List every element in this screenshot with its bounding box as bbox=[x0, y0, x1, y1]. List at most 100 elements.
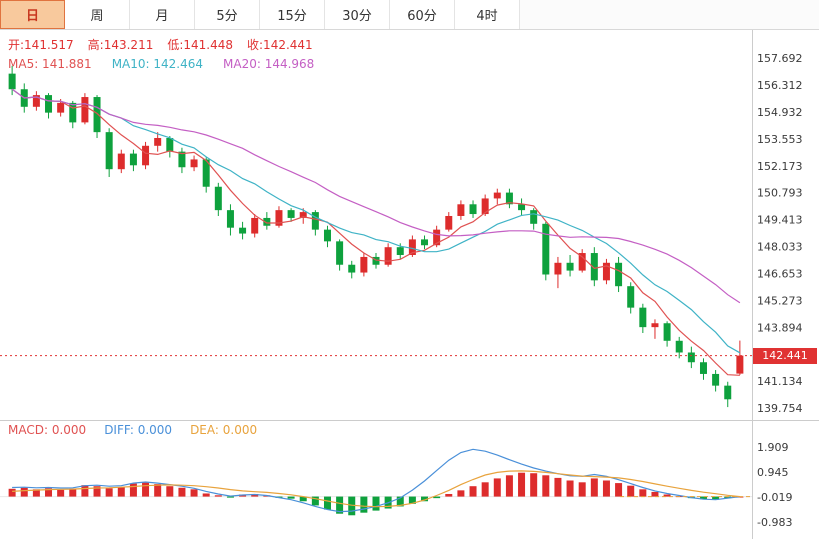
tab-month[interactable]: 月 bbox=[130, 0, 195, 29]
macd-bar bbox=[154, 484, 162, 497]
macd-tick-label: -0.019 bbox=[757, 491, 792, 504]
candle-body bbox=[275, 210, 283, 226]
macd-bar bbox=[627, 485, 635, 497]
candle-body bbox=[190, 159, 198, 168]
macd-histogram bbox=[8, 472, 744, 516]
low-value: 低:141.448 bbox=[167, 38, 234, 52]
candle-body bbox=[590, 253, 598, 281]
macd-value: MACD: 0.000 bbox=[8, 423, 87, 437]
macd-bar bbox=[493, 478, 501, 497]
macd-bar bbox=[117, 487, 125, 497]
macd-bar bbox=[299, 496, 307, 502]
candle-body bbox=[32, 95, 40, 107]
candle-body bbox=[57, 102, 65, 113]
macd-bar bbox=[396, 496, 404, 507]
candle-body bbox=[469, 204, 477, 215]
macd-bar bbox=[32, 489, 40, 497]
candle-body bbox=[336, 241, 344, 265]
tab-week[interactable]: 周 bbox=[65, 0, 130, 29]
candle-body bbox=[615, 262, 623, 287]
price-axis: 157.692 156.312 154.932 153.553 152.173 150.7… bbox=[757, 52, 803, 415]
candle-body bbox=[602, 262, 610, 281]
macd-bar bbox=[457, 490, 465, 497]
price-tick-label: 149.413 bbox=[757, 214, 803, 227]
tab-15min[interactable]: 15分 bbox=[260, 0, 325, 29]
macd-bar bbox=[226, 496, 234, 498]
tab-60min[interactable]: 60分 bbox=[390, 0, 455, 29]
candle-body bbox=[421, 239, 429, 246]
candle-body bbox=[663, 323, 671, 341]
macd-bar bbox=[481, 482, 489, 497]
price-tick-label: 141.134 bbox=[757, 375, 803, 388]
tab-5min[interactable]: 5分 bbox=[195, 0, 260, 29]
macd-bar bbox=[445, 493, 453, 497]
candle-body bbox=[457, 204, 465, 216]
candle-body bbox=[81, 97, 89, 123]
macd-bar bbox=[421, 496, 429, 502]
candle-body bbox=[69, 102, 77, 123]
tab-30min[interactable]: 30分 bbox=[325, 0, 390, 29]
candle-body bbox=[287, 210, 295, 218]
candle-body bbox=[578, 253, 586, 271]
macd-bar bbox=[69, 488, 77, 497]
macd-bar bbox=[323, 496, 331, 510]
ma5-line bbox=[11, 88, 740, 376]
candle-body bbox=[8, 73, 16, 90]
macd-bar bbox=[166, 486, 174, 497]
macd-tick-label: -0.983 bbox=[757, 516, 792, 529]
candle-body bbox=[445, 215, 453, 230]
macd-bar bbox=[57, 489, 65, 497]
macd-bar bbox=[105, 488, 113, 497]
price-tick-label: 152.173 bbox=[757, 160, 803, 173]
macd-bar bbox=[20, 487, 28, 497]
macd-bar bbox=[542, 475, 550, 497]
candle-body bbox=[226, 210, 234, 228]
macd-bar bbox=[81, 485, 89, 497]
macd-bar bbox=[602, 480, 610, 497]
candle-body bbox=[675, 340, 683, 353]
candle-body bbox=[396, 247, 404, 255]
macd-bar bbox=[93, 486, 101, 497]
candle-body bbox=[299, 212, 307, 218]
macd-bar bbox=[615, 483, 623, 497]
tab-4hour[interactable]: 4时 bbox=[455, 0, 520, 29]
ma5-value: MA5: 141.881 bbox=[8, 57, 92, 71]
candle-body bbox=[202, 159, 210, 187]
candle-body bbox=[712, 373, 720, 386]
macd-tick-label: 0.945 bbox=[757, 466, 789, 479]
candle-body bbox=[554, 262, 562, 275]
ma10-line bbox=[11, 88, 741, 354]
macd-bar bbox=[469, 486, 477, 497]
candle-body bbox=[263, 217, 271, 226]
candle-body bbox=[651, 323, 659, 328]
candle-body bbox=[45, 95, 53, 113]
macd-bar bbox=[202, 493, 210, 497]
candle-body bbox=[348, 264, 356, 273]
diff-value: DIFF: 0.000 bbox=[104, 423, 173, 437]
macd-bar bbox=[590, 478, 598, 497]
macd-bar bbox=[360, 496, 368, 513]
candle-body bbox=[433, 229, 441, 246]
macd-bar bbox=[348, 496, 356, 516]
open-value: 开:141.517 bbox=[8, 38, 74, 52]
macd-bar bbox=[712, 496, 720, 500]
price-tick-label: 150.793 bbox=[757, 187, 803, 200]
timeframe-tabs: 日 周 月 5分 15分 30分 60分 4时 bbox=[0, 0, 819, 30]
macd-bar bbox=[129, 483, 137, 497]
high-value: 高:143.211 bbox=[87, 38, 154, 52]
candle-body bbox=[384, 247, 392, 265]
price-tick-label: 157.692 bbox=[757, 52, 803, 65]
macd-bar bbox=[518, 472, 526, 497]
tab-day[interactable]: 日 bbox=[0, 0, 65, 29]
macd-bar bbox=[663, 494, 671, 497]
price-tick-label: 146.653 bbox=[757, 267, 803, 280]
macd-bar bbox=[724, 496, 732, 499]
candle-body bbox=[239, 227, 247, 234]
macd-bar bbox=[251, 493, 259, 497]
candle-body bbox=[93, 97, 101, 133]
candle-body bbox=[481, 198, 489, 215]
candle-body bbox=[699, 362, 707, 374]
candle-body bbox=[736, 355, 744, 374]
macd-bar bbox=[311, 496, 319, 506]
